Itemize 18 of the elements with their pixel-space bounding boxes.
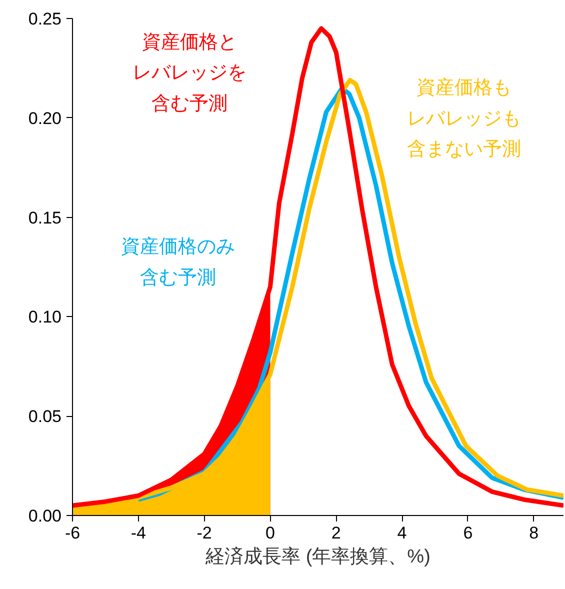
x-tick-label: -2 — [196, 524, 212, 542]
x-tick-label: 0 — [265, 524, 275, 542]
x-tick-label: 2 — [331, 524, 341, 542]
y-tick-label: 0.20 — [28, 108, 62, 128]
x-tick-label: 8 — [529, 524, 539, 542]
x-tick-label: -4 — [130, 524, 146, 542]
y-tick-label: 0.25 — [28, 10, 62, 28]
y-tick-label: 0.00 — [28, 506, 62, 526]
y-tick-label: 0.10 — [28, 308, 62, 327]
x-tick-label: 6 — [463, 524, 473, 542]
text: 資産価格のみ含む予測 — [120, 236, 235, 288]
x-tick-label: -6 — [64, 524, 80, 542]
y-tick-label: 0.15 — [28, 208, 62, 228]
x-tick-label: 4 — [397, 524, 407, 542]
text: 資産価格とレバレッジを含む予測 — [132, 30, 246, 114]
series-label: 資産価格もレバレッジも含まない予測 — [406, 76, 521, 160]
y-tick-label: 0.05 — [28, 407, 62, 426]
x-axis-title: 経済成長率 (年率換算、%) — [204, 546, 430, 568]
